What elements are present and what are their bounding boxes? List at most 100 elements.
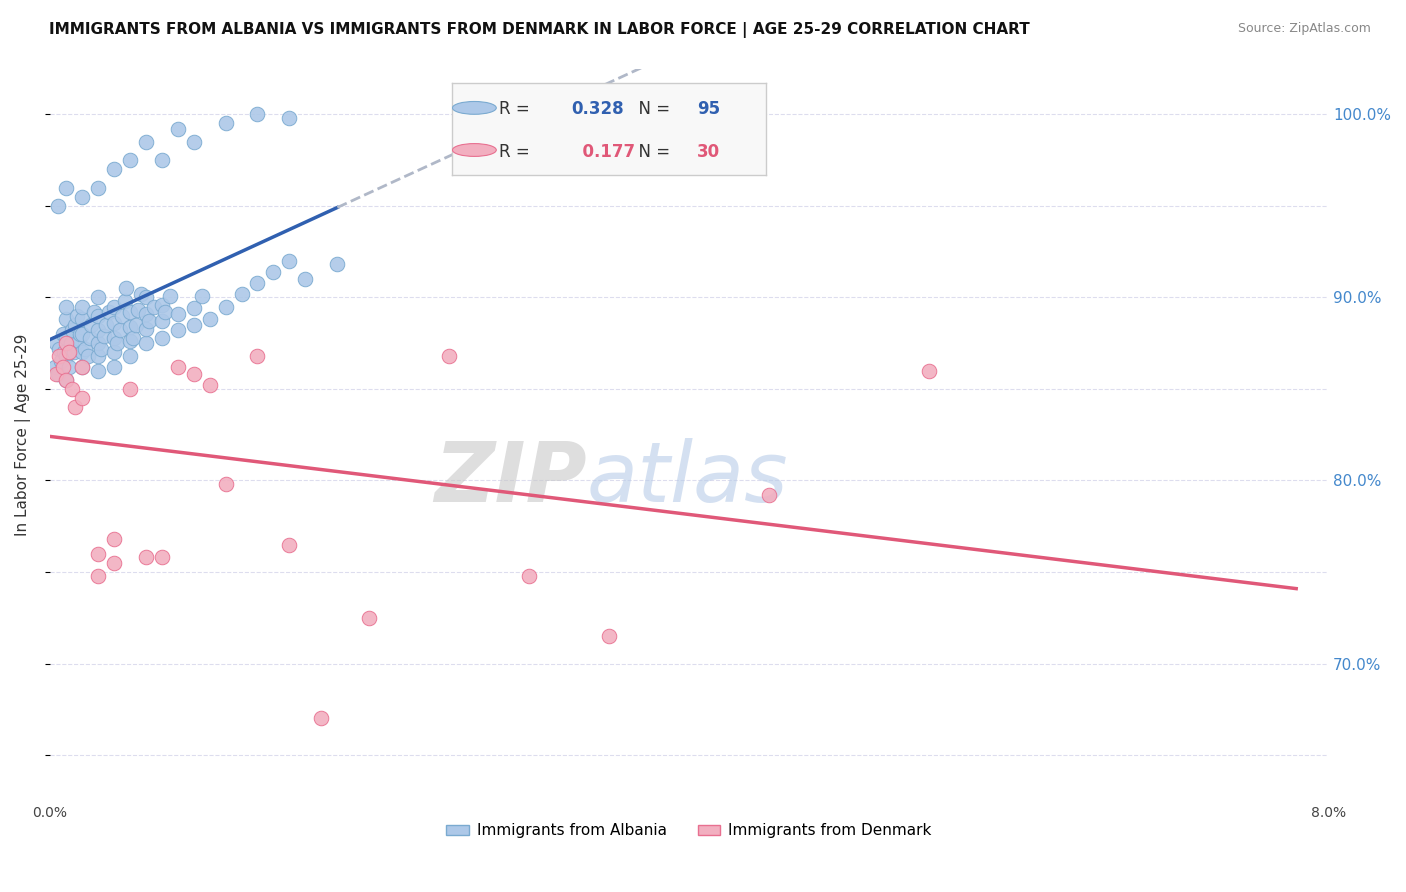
Point	[150, 331, 173, 345]
Point	[183, 135, 205, 149]
Point	[121, 331, 143, 345]
Point	[517, 568, 540, 582]
Point	[135, 135, 157, 149]
Point	[55, 300, 77, 314]
Point	[60, 382, 83, 396]
Point	[65, 318, 87, 332]
Point	[153, 305, 176, 319]
Point	[70, 312, 93, 326]
Point	[135, 290, 157, 304]
Point	[114, 293, 136, 308]
Point	[62, 345, 84, 359]
Point	[103, 532, 125, 546]
Point	[103, 316, 125, 330]
Point	[58, 345, 80, 359]
Point	[758, 488, 780, 502]
Point	[917, 363, 939, 377]
Point	[127, 303, 149, 318]
Point	[80, 318, 103, 332]
Point	[214, 116, 236, 130]
Point	[86, 349, 108, 363]
Point	[45, 368, 67, 382]
Point	[55, 349, 77, 363]
Point	[135, 550, 157, 565]
Point	[51, 359, 73, 374]
Point	[97, 305, 120, 319]
Point	[93, 328, 115, 343]
Point	[183, 301, 205, 316]
Point	[70, 359, 93, 374]
Point	[118, 349, 141, 363]
Point	[51, 326, 73, 341]
Point	[166, 122, 188, 136]
Point	[118, 319, 141, 334]
Point	[311, 711, 333, 725]
Text: atlas: atlas	[586, 438, 789, 519]
Point	[46, 199, 69, 213]
Point	[142, 300, 165, 314]
Point	[55, 312, 77, 326]
Point	[55, 373, 77, 387]
Point	[294, 272, 316, 286]
Point	[58, 359, 80, 374]
Point	[77, 349, 100, 363]
Point	[125, 318, 148, 332]
Point	[65, 401, 87, 415]
Point	[118, 334, 141, 349]
Point	[48, 342, 70, 356]
Point	[135, 321, 157, 335]
Point	[135, 336, 157, 351]
Point	[246, 349, 269, 363]
Point	[86, 336, 108, 351]
Point	[183, 318, 205, 332]
Point	[105, 336, 128, 351]
Point	[263, 265, 285, 279]
Point	[86, 290, 108, 304]
Point	[103, 556, 125, 570]
Point	[150, 550, 173, 565]
Legend: Immigrants from Albania, Immigrants from Denmark: Immigrants from Albania, Immigrants from…	[440, 817, 938, 845]
Point	[103, 359, 125, 374]
Point	[150, 153, 173, 167]
Point	[70, 345, 93, 359]
Point	[183, 368, 205, 382]
Point	[86, 323, 108, 337]
Point	[214, 477, 236, 491]
Point	[66, 309, 89, 323]
Point	[48, 349, 70, 363]
Point	[198, 312, 221, 326]
Point	[70, 189, 93, 203]
Point	[118, 382, 141, 396]
Point	[94, 318, 117, 332]
Point	[138, 314, 160, 328]
Point	[246, 107, 269, 121]
Point	[86, 363, 108, 377]
Y-axis label: In Labor Force | Age 25-29: In Labor Force | Age 25-29	[15, 334, 31, 536]
Point	[359, 611, 381, 625]
Point	[55, 336, 77, 351]
Point	[86, 309, 108, 323]
Point	[278, 537, 301, 551]
Point	[150, 314, 173, 328]
Point	[103, 300, 125, 314]
Point	[598, 629, 620, 643]
Point	[79, 331, 101, 345]
Point	[53, 345, 76, 359]
Point	[166, 359, 188, 374]
Point	[55, 373, 77, 387]
Point	[214, 300, 236, 314]
Point	[166, 323, 188, 337]
Point	[129, 286, 152, 301]
Point	[45, 336, 67, 351]
Point	[278, 253, 301, 268]
Point	[103, 162, 125, 177]
Point	[67, 334, 90, 349]
Point	[73, 342, 96, 356]
Point	[159, 288, 181, 302]
Point	[108, 323, 131, 337]
Point	[135, 307, 157, 321]
Text: Source: ZipAtlas.com: Source: ZipAtlas.com	[1237, 22, 1371, 36]
Point	[231, 286, 253, 301]
Point	[439, 349, 461, 363]
Point	[198, 378, 221, 392]
